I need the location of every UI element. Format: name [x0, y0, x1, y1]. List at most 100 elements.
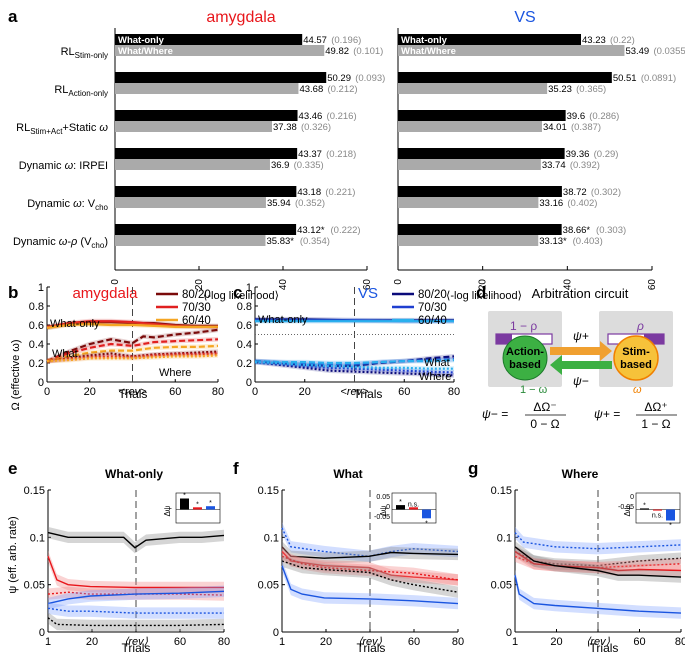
- bar-value-label: 37.38: [273, 122, 297, 133]
- series-line: [254, 355, 455, 367]
- series-line: [47, 531, 225, 549]
- panel-label-b: b: [8, 283, 18, 302]
- bar-what-where: [398, 121, 542, 132]
- bar-what-where: [115, 159, 270, 170]
- eq-left-num: ΔΩ⁻: [533, 400, 556, 414]
- eq-right-num: ΔΩ⁺: [644, 400, 667, 414]
- bar-value-label: 53.49: [625, 46, 649, 57]
- action-label-2: based: [509, 359, 541, 371]
- y-tick-label: 1: [246, 282, 252, 294]
- bar-error-label: (0.286): [589, 111, 619, 122]
- bar-value-label: 33.16: [539, 198, 563, 209]
- x-tick-label: 80: [448, 386, 460, 398]
- y-tick-label: 0.15: [24, 485, 45, 497]
- legend-what-where: What/Where: [401, 46, 456, 57]
- inset-ylabel: Δψ: [163, 505, 172, 516]
- bar-error-label: (0.212): [327, 84, 357, 95]
- bar-error-label: (0.218): [326, 149, 356, 160]
- x-tick-label: 80: [452, 636, 464, 648]
- x-tick-label: 0: [110, 279, 121, 285]
- series-line: [47, 556, 224, 589]
- bar-what-only: [398, 72, 612, 83]
- category-label-irpei: Dynamic ω: IRPEI: [19, 160, 108, 172]
- bar-error-label: (0.354): [300, 236, 330, 247]
- e-title: What-only: [105, 467, 163, 481]
- x-tick-label: <rev>: [340, 386, 369, 398]
- series-line: [254, 359, 455, 365]
- x-tick-label: 60: [362, 279, 373, 291]
- inset-star: *: [196, 501, 199, 508]
- y-tick-label: 0.4: [237, 339, 252, 351]
- y-tick-label: 0.05: [258, 580, 279, 592]
- error-band: [515, 545, 681, 572]
- inset-star: n.s.: [652, 513, 663, 520]
- series-line: [281, 527, 459, 558]
- e-plot: 0 0.05 0.1 0.15 1 20 ⟨rev⟩ 60 80 Δψ * * *: [24, 485, 231, 648]
- inset-star: *: [643, 502, 646, 509]
- bar-what-where: [398, 197, 539, 208]
- legend-label: 60/40: [182, 315, 211, 327]
- error-band: [515, 569, 681, 619]
- c-plot: 0 0.2 0.4 0.6 0.8 1 0 20 <rev> 60 80 80/2070/3060/4…: [237, 282, 460, 398]
- omega-right-label: ω: [633, 384, 642, 396]
- error-band: [255, 357, 454, 366]
- bar-error-label: (0.302): [591, 187, 621, 198]
- series-line: [47, 591, 225, 596]
- annotation-where: Where: [419, 371, 451, 383]
- rho-left-label: 1 − ρ: [510, 319, 537, 333]
- bar-what-only: [398, 224, 562, 235]
- error-band: [48, 612, 224, 632]
- bar-what-only: [115, 148, 298, 159]
- x-tick-label: ⟨rev⟩: [586, 636, 611, 648]
- x-tick-label: 60: [398, 386, 410, 398]
- x-tick-label: 40: [562, 279, 573, 291]
- x-tick-label: 20: [550, 636, 562, 648]
- x-tick-label: 20: [299, 386, 311, 398]
- x-tick-label: 20: [320, 636, 332, 648]
- panel-g: g Where 0 0.05 0.1 0.15 1 20 ⟨rev⟩ 60 80 Δψ * n.s. *…: [468, 459, 685, 655]
- y-tick-label: 0.6: [29, 320, 44, 332]
- annotation-what-only: What-only: [258, 314, 308, 326]
- bar-value-label: 49.82: [325, 46, 349, 57]
- bar-what-where: [115, 45, 325, 56]
- bar-value-label: 43.68: [299, 84, 323, 95]
- x-tick-label: 0: [252, 386, 258, 398]
- inset-bar: [666, 509, 675, 521]
- series-line: [47, 617, 225, 627]
- b-ylabel: Ω (effective ω): [10, 339, 22, 410]
- inset-star: *: [425, 520, 428, 527]
- psi-plus-arrow: [550, 341, 612, 361]
- bar-value-label: 35.83*: [266, 236, 294, 247]
- bar-what-only: [115, 34, 303, 45]
- legend-what-only: What-only: [118, 35, 165, 46]
- inset-tick-label: -0.05: [618, 504, 634, 511]
- bar-error-label: (0.222): [331, 225, 361, 236]
- omega-left-label: 1 − ω: [520, 384, 548, 396]
- bar-value-label: 39.36: [566, 149, 590, 160]
- bar-what-only: [398, 34, 582, 45]
- series-line: [46, 338, 219, 363]
- bar-value-label: 43.12*: [297, 225, 325, 236]
- y-tick-label: 0.4: [29, 339, 44, 351]
- bar-error-label: (0.0891): [641, 73, 676, 84]
- y-tick-label: 0.15: [491, 485, 512, 497]
- bar-error-label: (0.22): [610, 35, 635, 46]
- psi-plus-label: ψ+: [573, 329, 589, 343]
- psi-minus-arrow: [550, 355, 612, 375]
- category-label-omega-rho: Dynamic ω-ρ (Vcho): [13, 236, 108, 250]
- inset-star: n.s.: [408, 501, 419, 508]
- error-band: [282, 550, 458, 586]
- bar-value-label: 35.23: [548, 84, 572, 95]
- x-tick-label: ⟨rev⟩: [124, 636, 149, 648]
- series-line: [46, 328, 219, 363]
- x-tick-label: 1: [512, 636, 518, 648]
- bar-what-where: [398, 159, 541, 170]
- bar-error-label: (0.303): [596, 225, 626, 236]
- f-title: What: [333, 467, 362, 481]
- y-tick-label: 0.1: [30, 532, 45, 544]
- stim-circle: [613, 335, 659, 381]
- x-tick-label: 80: [218, 636, 230, 648]
- x-tick-label: 1: [279, 636, 285, 648]
- series-line: [254, 361, 454, 370]
- panel-e: e What-only 0 0.05 0.1 0.15 1 20 ⟨rev⟩ 60 80 Δψ * *…: [7, 459, 230, 655]
